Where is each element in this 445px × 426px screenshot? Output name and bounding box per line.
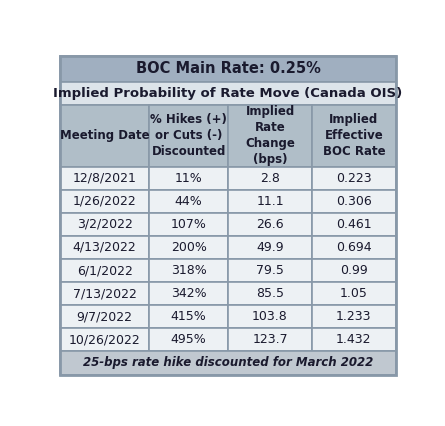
Text: 11%: 11% — [175, 172, 202, 184]
Bar — [149, 190, 228, 213]
Text: 342%: 342% — [171, 287, 206, 300]
Text: 123.7: 123.7 — [252, 334, 288, 346]
Bar — [312, 282, 396, 305]
Text: 0.461: 0.461 — [336, 218, 372, 231]
Bar — [60, 213, 149, 236]
Text: 0.306: 0.306 — [336, 195, 372, 208]
Text: 0.99: 0.99 — [340, 264, 368, 277]
Bar — [60, 328, 149, 351]
Bar — [312, 236, 396, 259]
Bar — [149, 259, 228, 282]
Text: 6/1/2022: 6/1/2022 — [77, 264, 133, 277]
Bar — [60, 259, 149, 282]
Text: 1/26/2022: 1/26/2022 — [73, 195, 137, 208]
Bar — [228, 105, 312, 167]
Bar — [60, 167, 149, 190]
Text: 85.5: 85.5 — [256, 287, 284, 300]
Text: 1.233: 1.233 — [336, 310, 372, 323]
Text: 415%: 415% — [171, 310, 206, 323]
Bar — [60, 105, 149, 167]
Text: 1.05: 1.05 — [340, 287, 368, 300]
Bar — [60, 305, 149, 328]
Bar — [149, 282, 228, 305]
Text: 495%: 495% — [171, 334, 206, 346]
Text: 4/13/2022: 4/13/2022 — [73, 241, 137, 254]
Bar — [228, 167, 312, 190]
Bar — [149, 105, 228, 167]
Text: 2.8: 2.8 — [260, 172, 280, 184]
Text: 3/2/2022: 3/2/2022 — [77, 218, 133, 231]
Text: 9/7/2022: 9/7/2022 — [77, 310, 133, 323]
Text: 318%: 318% — [171, 264, 206, 277]
Bar — [228, 236, 312, 259]
Text: 0.694: 0.694 — [336, 241, 372, 254]
Bar — [149, 213, 228, 236]
Text: Implied
Rate
Change
(bps): Implied Rate Change (bps) — [245, 105, 295, 166]
Bar — [149, 236, 228, 259]
Bar — [312, 328, 396, 351]
Text: 12/8/2021: 12/8/2021 — [73, 172, 137, 184]
Text: 7/13/2022: 7/13/2022 — [73, 287, 137, 300]
Bar — [312, 190, 396, 213]
Bar — [312, 105, 396, 167]
Text: 11.1: 11.1 — [256, 195, 284, 208]
Text: 10/26/2022: 10/26/2022 — [69, 334, 141, 346]
Text: % Hikes (+)
or Cuts (-)
Discounted: % Hikes (+) or Cuts (-) Discounted — [150, 113, 227, 158]
Bar — [60, 190, 149, 213]
Bar — [312, 305, 396, 328]
Text: BOC Main Rate: 0.25%: BOC Main Rate: 0.25% — [136, 61, 320, 76]
Text: 103.8: 103.8 — [252, 310, 288, 323]
Bar — [60, 282, 149, 305]
Bar — [228, 305, 312, 328]
Text: Implied Probability of Rate Move (Canada OIS): Implied Probability of Rate Move (Canada… — [53, 87, 403, 100]
Text: 26.6: 26.6 — [256, 218, 284, 231]
Bar — [228, 190, 312, 213]
Text: 79.5: 79.5 — [256, 264, 284, 277]
Bar — [228, 282, 312, 305]
Bar — [60, 56, 396, 82]
Text: 0.223: 0.223 — [336, 172, 372, 184]
Bar — [60, 236, 149, 259]
Bar — [228, 328, 312, 351]
Text: 49.9: 49.9 — [256, 241, 284, 254]
Bar — [149, 305, 228, 328]
Bar — [312, 167, 396, 190]
Text: 25-bps rate hike discounted for March 2022: 25-bps rate hike discounted for March 20… — [83, 357, 373, 369]
Text: Implied
Effective
BOC Rate: Implied Effective BOC Rate — [323, 113, 385, 158]
Bar — [228, 259, 312, 282]
Bar — [149, 328, 228, 351]
Text: 1.432: 1.432 — [336, 334, 372, 346]
Bar — [312, 259, 396, 282]
Text: 200%: 200% — [171, 241, 206, 254]
Bar — [60, 82, 396, 105]
Text: Meeting Date: Meeting Date — [60, 130, 150, 142]
Bar — [60, 351, 396, 374]
Text: 107%: 107% — [171, 218, 206, 231]
Text: 44%: 44% — [175, 195, 202, 208]
Bar — [312, 213, 396, 236]
Bar — [149, 167, 228, 190]
Bar — [228, 213, 312, 236]
